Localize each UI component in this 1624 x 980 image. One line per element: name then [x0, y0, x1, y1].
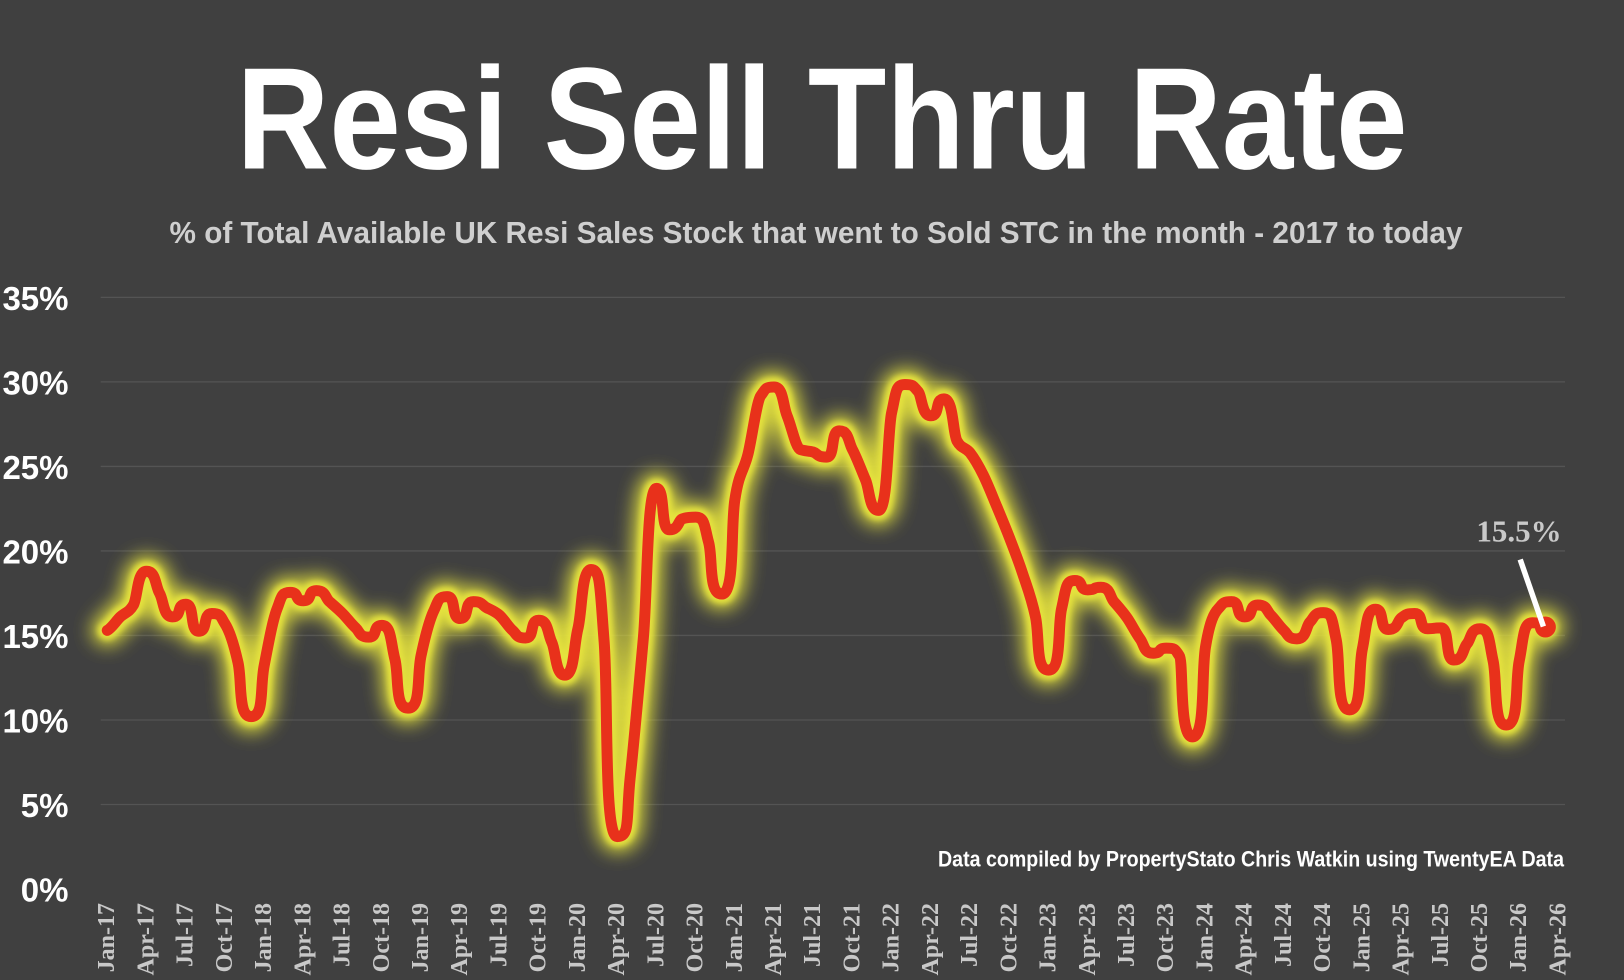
- svg-text:Apr-20: Apr-20: [604, 903, 630, 975]
- svg-text:Apr-23: Apr-23: [1075, 903, 1101, 975]
- svg-text:0%: 0%: [21, 872, 69, 909]
- svg-text:Apr-26: Apr-26: [1546, 903, 1572, 975]
- svg-text:Jan-19: Jan-19: [408, 903, 434, 972]
- svg-text:Jan-23: Jan-23: [1036, 903, 1062, 972]
- svg-text:30%: 30%: [2, 364, 68, 401]
- svg-text:25%: 25%: [2, 449, 68, 486]
- svg-text:Jul-21: Jul-21: [800, 903, 826, 967]
- svg-text:Jan-17: Jan-17: [94, 903, 120, 972]
- svg-text:Oct-24: Oct-24: [1310, 903, 1336, 972]
- svg-text:Jan-22: Jan-22: [879, 903, 905, 972]
- svg-text:Oct-18: Oct-18: [369, 903, 395, 972]
- svg-text:Apr-24: Apr-24: [1232, 903, 1258, 975]
- svg-text:35%: 35%: [2, 280, 68, 317]
- svg-text:Apr-19: Apr-19: [447, 903, 473, 975]
- svg-text:Oct-23: Oct-23: [1153, 903, 1179, 972]
- svg-text:Apr-25: Apr-25: [1389, 903, 1415, 975]
- svg-text:Jan-24: Jan-24: [1193, 903, 1219, 972]
- svg-text:Jul-17: Jul-17: [173, 903, 199, 967]
- svg-text:Jul-22: Jul-22: [957, 903, 983, 967]
- svg-text:15.5%: 15.5%: [1476, 514, 1561, 549]
- svg-text:Jan-26: Jan-26: [1506, 903, 1532, 972]
- svg-text:Oct-21: Oct-21: [840, 903, 866, 972]
- svg-text:Apr-21: Apr-21: [761, 903, 787, 975]
- svg-text:Data compiled by PropertyStato: Data compiled by PropertyStato Chris Wat…: [938, 847, 1565, 872]
- svg-text:Resi Sell Thru Rate: Resi Sell Thru Rate: [237, 38, 1408, 200]
- svg-text:Oct-22: Oct-22: [996, 903, 1022, 972]
- svg-text:Jul-19: Jul-19: [487, 903, 513, 967]
- svg-text:Jul-23: Jul-23: [1114, 903, 1140, 967]
- svg-text:15%: 15%: [2, 618, 68, 655]
- svg-text:Oct-19: Oct-19: [526, 903, 552, 972]
- svg-text:Jan-21: Jan-21: [722, 903, 748, 972]
- svg-text:Oct-20: Oct-20: [683, 903, 709, 972]
- svg-text:Apr-22: Apr-22: [918, 903, 944, 975]
- svg-text:Apr-17: Apr-17: [134, 903, 160, 975]
- svg-text:Jul-24: Jul-24: [1271, 903, 1297, 967]
- svg-text:Jan-18: Jan-18: [251, 903, 277, 972]
- svg-text:10%: 10%: [2, 703, 68, 740]
- svg-text:% of Total Available UK Resi S: % of Total Available UK Resi Sales Stock…: [170, 215, 1464, 250]
- svg-text:20%: 20%: [2, 533, 68, 570]
- svg-text:Jul-25: Jul-25: [1428, 903, 1454, 967]
- svg-text:Apr-18: Apr-18: [290, 903, 316, 975]
- svg-text:Jan-25: Jan-25: [1349, 903, 1375, 972]
- svg-text:Jan-20: Jan-20: [565, 903, 591, 972]
- svg-text:Oct-17: Oct-17: [212, 903, 238, 972]
- svg-text:Jul-20: Jul-20: [643, 903, 669, 967]
- svg-text:Jul-18: Jul-18: [330, 903, 356, 967]
- svg-text:5%: 5%: [21, 787, 69, 824]
- svg-text:Oct-25: Oct-25: [1467, 903, 1493, 972]
